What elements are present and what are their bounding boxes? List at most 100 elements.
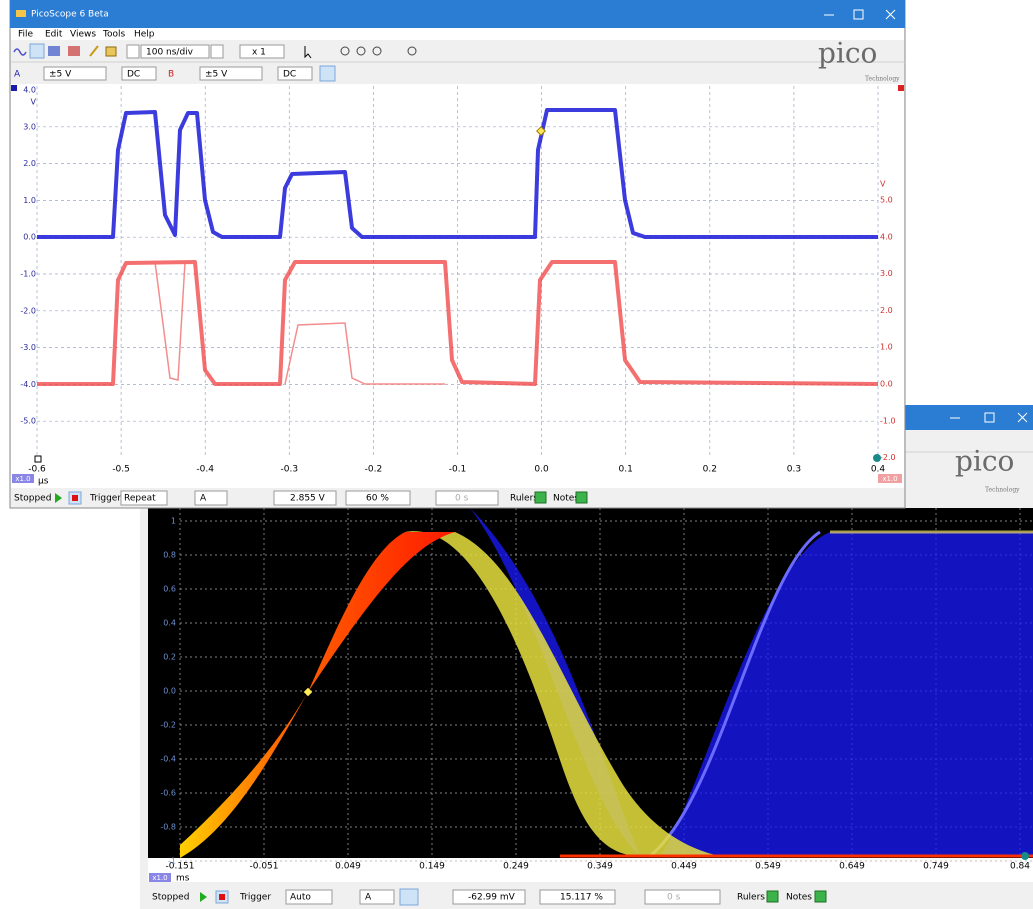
zoom-out-tool[interactable] [356, 46, 366, 56]
close-button[interactable] [885, 9, 896, 20]
waveform-blue-edge [649, 530, 821, 858]
x-axis-label: -0.2 [365, 465, 383, 475]
left-axis-label: -0.6 [160, 789, 176, 798]
range-a-select[interactable] [43, 66, 107, 81]
notes-label[interactable]: Notes [786, 893, 812, 903]
rulers-icon[interactable] [534, 491, 547, 504]
left-axis-label: 3.0 [23, 122, 36, 131]
coupling-a-select[interactable] [121, 66, 157, 81]
x-axis-label: 0.249 [503, 862, 529, 872]
menu-item[interactable]: Tools [102, 30, 125, 40]
left-axis-label: -1 [168, 857, 176, 866]
trigger-source-select[interactable] [194, 490, 228, 506]
menu-item[interactable]: Help [134, 30, 155, 40]
zoom-select[interactable] [239, 44, 285, 59]
range-a: ±5 V [49, 70, 72, 80]
rising-edge-button[interactable] [399, 888, 419, 906]
run-state: Stopped [14, 494, 51, 504]
rulers-label[interactable]: Rulers [510, 494, 538, 504]
pre-trigger-field[interactable] [539, 889, 616, 905]
x-axis-label: -0.6 [28, 465, 46, 475]
trigger-marker[interactable] [303, 687, 313, 697]
maximize-button[interactable] [853, 9, 864, 20]
x-axis-label: -0.3 [281, 465, 299, 475]
trigger-level: 2.855 V [290, 494, 326, 504]
delay-field[interactable] [435, 490, 499, 506]
close-button[interactable] [1017, 412, 1028, 423]
x-axis-label: -0.151 [165, 862, 194, 872]
x-axis-label: 0.349 [587, 862, 613, 872]
zoom-badge-right[interactable] [878, 474, 902, 483]
left-axis-label: -0.2 [160, 721, 176, 730]
notes-label[interactable]: Notes [553, 494, 579, 504]
trigger-level-field[interactable] [452, 889, 526, 905]
range-b-select[interactable] [199, 66, 263, 81]
probe-button[interactable] [89, 45, 99, 57]
rulers-label[interactable]: Rulers [737, 893, 765, 903]
pointer-tool[interactable] [304, 46, 312, 59]
menu: File Edit Views Tools Help [18, 30, 155, 40]
logo-sub: Technology [985, 487, 1020, 494]
timebase-next[interactable] [210, 44, 224, 59]
coupling-b: DC [283, 70, 296, 80]
left-axis-label: 0.6 [163, 585, 176, 594]
x-axis-label: 0.049 [335, 862, 361, 872]
right-axis-label: 5.0 [880, 196, 893, 205]
rulers-icon[interactable] [766, 890, 779, 903]
spectrum-button[interactable] [48, 46, 60, 56]
start-button[interactable] [200, 892, 207, 902]
delay-field[interactable] [644, 889, 721, 905]
zoom-badge[interactable] [12, 474, 34, 483]
notes-icon[interactable] [814, 890, 827, 903]
left-axis-label: 0.2 [163, 653, 176, 662]
menu-item[interactable]: File [18, 30, 34, 40]
scope-mode-button[interactable] [13, 48, 27, 56]
trigger-mode-select[interactable] [285, 889, 333, 905]
ruler-handle-right[interactable] [873, 454, 881, 462]
x-axis-label: 0.149 [419, 862, 445, 872]
left-axis-label: -2.0 [20, 306, 36, 315]
maximize-button[interactable] [984, 412, 995, 423]
home-button[interactable] [105, 46, 117, 57]
menu-item[interactable]: Views [70, 30, 96, 40]
zoom-fit-tool[interactable] [372, 46, 382, 56]
ruler-handle-left[interactable] [34, 455, 42, 463]
left-axis-label: 1.0 [23, 196, 36, 205]
zoom-badge[interactable] [149, 873, 171, 882]
start-button[interactable] [55, 493, 62, 503]
channel-b-marker [898, 85, 904, 91]
ruler-handle[interactable] [1021, 852, 1029, 860]
trigger-button[interactable] [68, 46, 80, 56]
trigger-source-select[interactable] [359, 889, 395, 905]
persistence-button[interactable] [29, 43, 45, 59]
coupling-b-select[interactable] [277, 66, 313, 81]
channel-b[interactable]: B [168, 70, 174, 80]
math-button[interactable] [319, 65, 336, 82]
timebase: 100 ns/div [146, 48, 194, 58]
left-axis-label: 0.4 [163, 619, 176, 628]
trace-channel-b-ghost [154, 261, 445, 385]
trigger-marker[interactable] [536, 126, 546, 136]
right-axis-label: 2.0 [880, 306, 893, 315]
delay: 0 s [667, 893, 681, 903]
timebase-select[interactable] [140, 44, 210, 59]
waveform-red [180, 532, 455, 858]
trigger-mode: Repeat [124, 494, 156, 504]
trigger-mode-select[interactable] [120, 490, 168, 506]
left-axis-label: 0.0 [163, 687, 176, 696]
coupling-a: DC [127, 70, 140, 80]
right-axis-label: 0.0 [880, 380, 893, 389]
notes-icon[interactable] [575, 491, 588, 504]
right-axis-label: 1.0 [880, 343, 893, 352]
zoom-in-tool[interactable] [340, 46, 350, 56]
trigger-level-field[interactable] [273, 490, 337, 506]
timebase-prev[interactable] [126, 44, 140, 59]
pre-trigger-field[interactable] [345, 490, 411, 506]
zoom-overview-tool[interactable] [407, 46, 417, 56]
channel-a[interactable]: A [14, 70, 21, 80]
menu-item[interactable]: Edit [45, 30, 63, 40]
left-axis-label: 4.0 [23, 86, 36, 95]
right-axis-label: -1.0 [880, 416, 896, 425]
left-axis-label: -5.0 [20, 417, 36, 426]
